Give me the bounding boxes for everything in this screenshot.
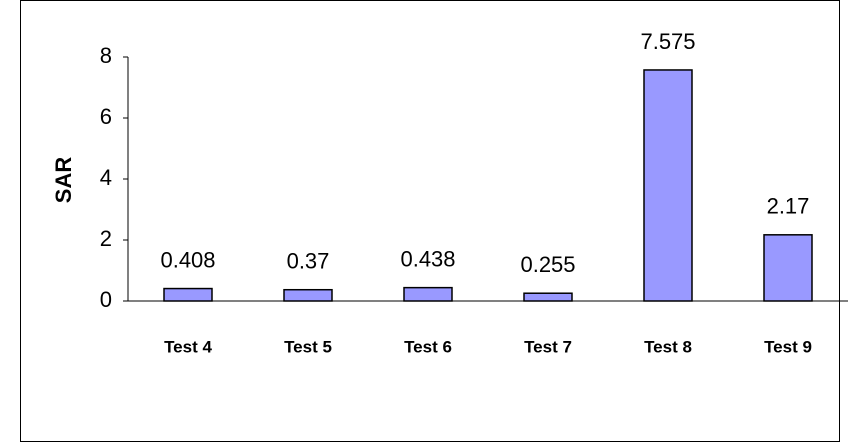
bar xyxy=(643,69,693,302)
chart-border xyxy=(20,0,840,442)
data-label: 0.37 xyxy=(287,249,330,274)
x-tick-label: Test 8 xyxy=(644,337,692,356)
x-tick-label: Test 7 xyxy=(524,337,572,356)
bar xyxy=(763,234,813,302)
data-label: 0.255 xyxy=(520,252,575,277)
y-tick-label: 0 xyxy=(100,287,112,312)
x-tick-label: Test 4 xyxy=(164,337,212,356)
bar xyxy=(403,286,453,302)
y-tick-label: 8 xyxy=(100,43,112,68)
y-axis-label: SAR xyxy=(51,157,76,204)
bar xyxy=(523,292,573,302)
data-label: 0.438 xyxy=(400,246,455,271)
x-tick-label: Test 9 xyxy=(764,337,812,356)
data-label: 2.17 xyxy=(767,194,810,219)
bar xyxy=(283,288,333,302)
data-label: 7.575 xyxy=(640,29,695,54)
data-label: 0.408 xyxy=(160,247,215,272)
y-tick-label: 2 xyxy=(100,226,112,251)
x-tick-label: Test 6 xyxy=(404,337,452,356)
y-tick-label: 4 xyxy=(100,165,112,190)
y-tick-label: 6 xyxy=(100,104,112,129)
bar xyxy=(163,287,213,302)
x-tick-label: Test 5 xyxy=(284,337,332,356)
